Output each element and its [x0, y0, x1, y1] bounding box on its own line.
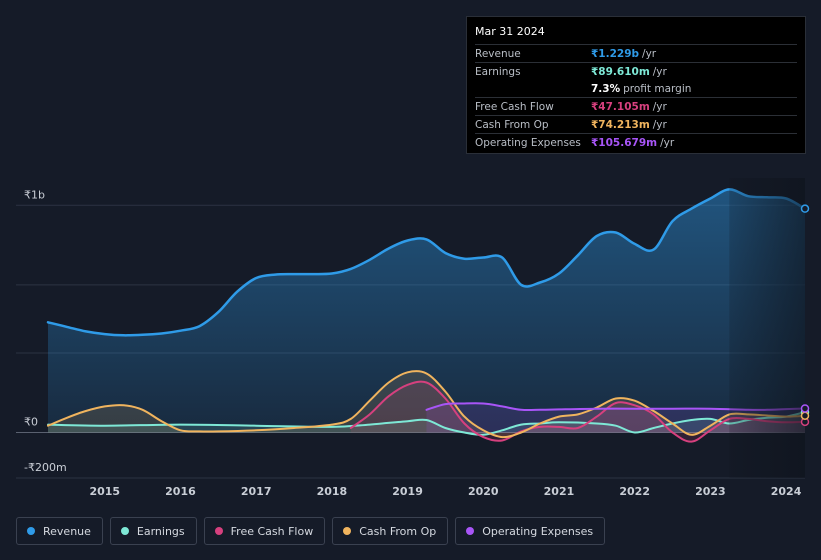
tooltip-label: Earnings — [475, 65, 521, 78]
tooltip-label: Operating Expenses — [475, 136, 581, 149]
tooltip-label: Free Cash Flow — [475, 100, 554, 113]
tooltip-unit: /yr — [652, 65, 667, 78]
tooltip-unit: profit margin — [623, 82, 692, 95]
tooltip-value: ₹89.610m — [591, 65, 650, 78]
tooltip-row-profit-margin: 7.3% profit margin — [475, 80, 797, 97]
end-markers — [800, 204, 810, 427]
y-axis-labels: ₹1b ₹0 -₹200m — [24, 188, 67, 474]
x-tick-label: 2023 — [695, 485, 726, 498]
legend-dot-icon — [120, 527, 129, 535]
tooltip-row-cash-from-op: Cash From Op ₹74.213m /yr — [475, 115, 797, 133]
legend-dot-icon — [214, 527, 223, 535]
x-tick-label: 2016 — [165, 485, 196, 498]
tooltip-date: Mar 31 2024 — [475, 25, 545, 38]
x-tick-label: 2024 — [771, 485, 802, 498]
legend-free-cash-flow[interactable]: Free Cash Flow — [203, 517, 326, 545]
x-tick-label: 2017 — [241, 485, 272, 498]
area-layer — [48, 189, 805, 442]
forecast-shade — [729, 178, 805, 478]
legend-label: Operating Expenses — [482, 524, 594, 538]
legend-revenue[interactable]: Revenue — [16, 517, 103, 545]
legend-operating-expenses[interactable]: Operating Expenses — [455, 517, 606, 545]
data-tooltip: Mar 31 2024 Revenue ₹1.229b /yr Earnings… — [466, 16, 806, 154]
x-axis-labels: 2015 2016 2017 2018 2019 2020 2021 2022 2023 2024 — [89, 485, 801, 498]
legend-dot-icon — [466, 527, 475, 535]
series-end-marker — [800, 204, 810, 213]
y-tick-label: ₹1b — [24, 188, 45, 201]
legend-label: Cash From Op — [359, 524, 437, 538]
legend-label: Free Cash Flow — [230, 524, 314, 538]
tooltip-value: ₹1.229b — [591, 47, 640, 60]
tooltip-unit: /yr — [652, 100, 667, 113]
legend-label: Earnings — [136, 524, 185, 538]
x-tick-label: 2018 — [317, 485, 348, 498]
chart-legend: Revenue Earnings Free Cash Flow Cash Fro… — [16, 517, 612, 545]
y-tick-label: -₹200m — [24, 461, 67, 474]
revenue-area — [48, 189, 805, 433]
legend-label: Revenue — [43, 524, 91, 538]
tooltip-value: 7.3% — [591, 82, 621, 95]
legend-dot-icon — [27, 527, 35, 535]
x-tick-label: 2015 — [89, 485, 120, 498]
legend-dot-icon — [343, 527, 352, 535]
x-tick-label: 2019 — [392, 485, 423, 498]
y-tick-label: ₹0 — [24, 416, 38, 429]
x-tick-label: 2022 — [619, 485, 650, 498]
tooltip-label: Revenue — [475, 47, 521, 60]
series-area-2 — [350, 381, 805, 442]
tooltip-row-operating-expenses: Operating Expenses ₹105.679m /yr — [475, 133, 797, 151]
series-area-1 — [48, 412, 805, 435]
tooltip-unit: /yr — [642, 47, 657, 60]
series-end-marker — [800, 404, 810, 413]
series-end-marker — [800, 411, 810, 420]
legend-earnings[interactable]: Earnings — [109, 517, 197, 545]
legend-cash-from-op[interactable]: Cash From Op — [332, 517, 449, 545]
tooltip-value: ₹47.105m — [591, 100, 650, 113]
tooltip-row-free-cash-flow: Free Cash Flow ₹47.105m /yr — [475, 97, 797, 115]
tooltip-label: Cash From Op — [475, 118, 549, 131]
tooltip-value: ₹74.213m — [591, 118, 650, 131]
x-tick-label: 2020 — [468, 485, 499, 498]
x-tick-label: 2021 — [544, 485, 575, 498]
series-line-revenue — [46, 188, 807, 337]
tooltip-value: ₹105.679m — [591, 136, 658, 149]
tooltip-row-revenue: Revenue ₹1.229b /yr — [475, 44, 797, 62]
tooltip-unit: /yr — [652, 118, 667, 131]
tooltip-row-earnings: Earnings ₹89.610m /yr — [475, 62, 797, 80]
tooltip-unit: /yr — [660, 136, 675, 149]
series-area-3 — [48, 371, 805, 438]
